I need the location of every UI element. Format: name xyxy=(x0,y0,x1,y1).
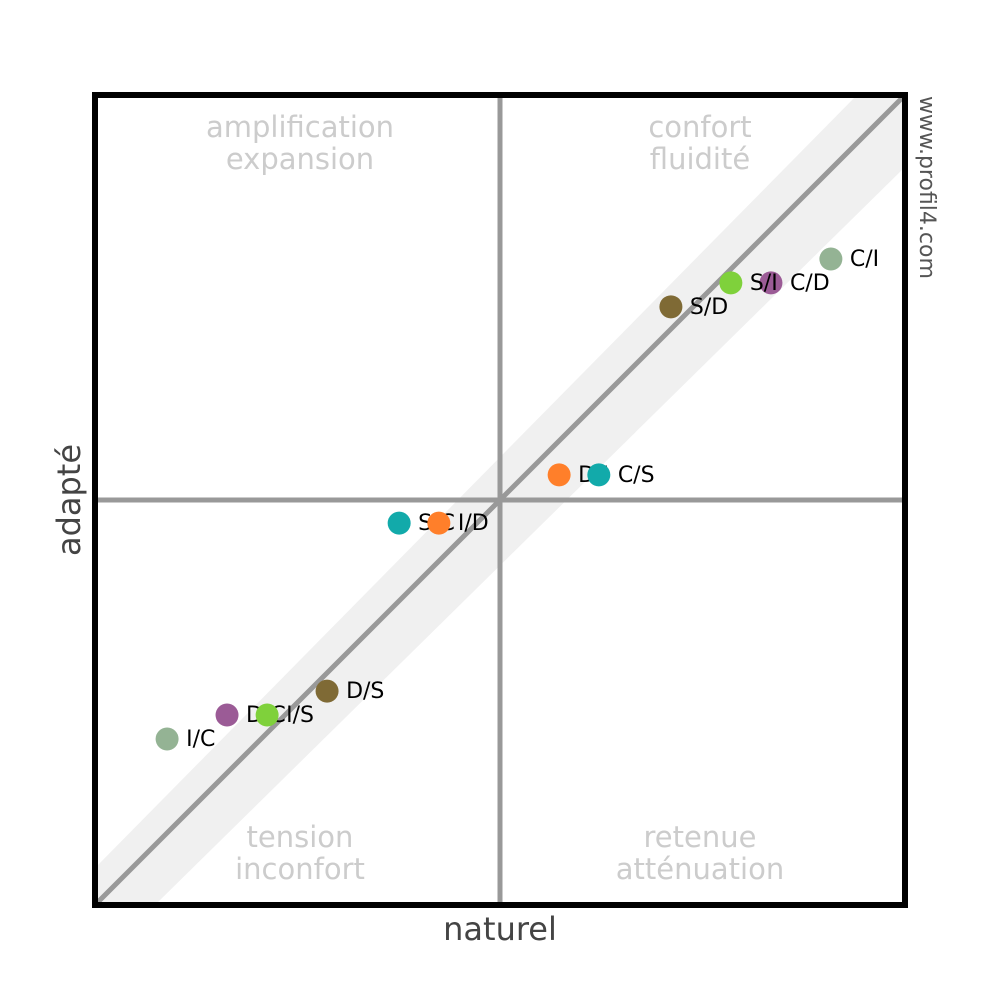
plot-background xyxy=(93,93,907,907)
point xyxy=(315,679,339,703)
point xyxy=(387,511,411,535)
point xyxy=(719,271,743,295)
point-label: C/I xyxy=(850,247,879,272)
point xyxy=(155,727,179,751)
point xyxy=(659,295,683,319)
diagonal-line xyxy=(93,93,907,907)
watermark: www.profil4.com xyxy=(914,96,939,279)
point-label: I/D xyxy=(458,511,489,536)
quadrant-label: retenue xyxy=(644,820,757,854)
y-axis-label: adapté xyxy=(50,444,88,556)
point xyxy=(547,463,571,487)
point-label: S/D xyxy=(690,295,728,320)
point xyxy=(759,271,783,295)
quadrant-label: amplification xyxy=(206,110,394,144)
point-label: I/S xyxy=(286,703,314,728)
plot-frame xyxy=(92,92,908,908)
point-label: I/C xyxy=(186,727,215,752)
point-label: C/S xyxy=(618,463,655,488)
point-label: D/S xyxy=(346,679,384,704)
quadrant-label: confort xyxy=(648,110,751,144)
points: C/IC/DS/IS/DD/IC/SS/CI/DD/SD/CI/SI/C xyxy=(155,247,879,752)
point xyxy=(255,703,279,727)
point xyxy=(587,463,611,487)
point-label: S/I xyxy=(750,271,778,296)
quadrant-label: tension xyxy=(247,820,354,854)
point-label: C/D xyxy=(790,271,830,296)
point xyxy=(215,703,239,727)
quadrant-label: atténuation xyxy=(616,852,784,886)
point xyxy=(819,247,843,271)
point xyxy=(427,511,451,535)
quadrant-label: expansion xyxy=(226,142,374,176)
quadrant-label: fluidité xyxy=(650,142,750,176)
quadrant-label: inconfort xyxy=(235,852,365,886)
x-axis-label: naturel xyxy=(443,910,557,948)
